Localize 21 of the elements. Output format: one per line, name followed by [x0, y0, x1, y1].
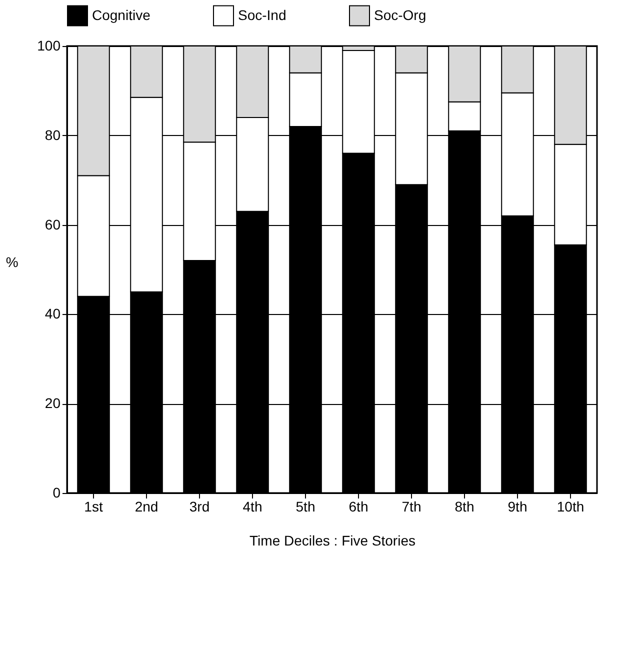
- y-tick-label: 20: [44, 395, 61, 412]
- y-tick-label: 80: [44, 126, 61, 143]
- x-tick-label: 1st: [84, 498, 103, 514]
- x-tick-label: 7th: [402, 498, 422, 514]
- legend-label: Soc-Ind: [238, 6, 286, 23]
- legend-label: Cognitive: [92, 6, 151, 23]
- legend-label: Soc-Org: [374, 6, 426, 23]
- x-axis-title: Time Deciles : Five Stories: [250, 532, 416, 548]
- x-tick-label: 5th: [296, 498, 316, 514]
- x-tick-label: 9th: [508, 498, 528, 514]
- y-axis-title: %: [6, 254, 18, 270]
- x-tick-label: 10th: [556, 498, 584, 514]
- x-tick-label: 2nd: [134, 498, 158, 514]
- y-tick-label: 0: [52, 484, 61, 500]
- x-tick-label: 3rd: [189, 498, 210, 514]
- x-tick-label: 8th: [454, 498, 474, 514]
- y-tick-label: 40: [44, 306, 61, 322]
- y-tick-label: 100: [37, 38, 61, 54]
- x-tick-label: 4th: [242, 498, 262, 514]
- y-tick-label: 60: [44, 216, 61, 232]
- x-tick-label: 6th: [348, 498, 368, 514]
